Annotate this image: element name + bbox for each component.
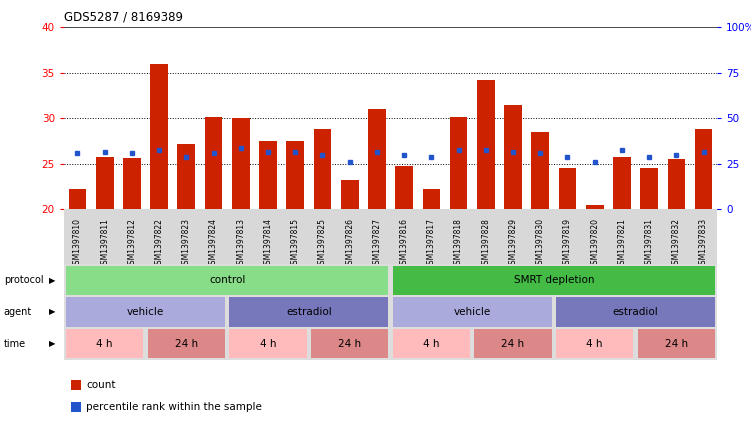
Bar [150, 64, 168, 209]
Text: ▶: ▶ [49, 276, 55, 285]
Text: GSM1397811: GSM1397811 [100, 217, 109, 269]
Text: GSM1397821: GSM1397821 [617, 217, 626, 269]
Bar [586, 205, 604, 209]
Text: ▶: ▶ [49, 339, 55, 348]
Text: 24 h: 24 h [502, 339, 525, 349]
Bar [395, 166, 413, 209]
Bar [559, 168, 576, 209]
Text: GSM1397830: GSM1397830 [535, 217, 544, 269]
Text: 24 h: 24 h [338, 339, 361, 349]
Bar [177, 144, 195, 209]
Bar [668, 159, 685, 209]
Text: ▶: ▶ [49, 308, 55, 316]
Bar [286, 141, 304, 209]
Text: 4 h: 4 h [260, 339, 276, 349]
Text: estradiol: estradiol [286, 307, 332, 317]
Text: GSM1397827: GSM1397827 [372, 217, 382, 269]
Bar [341, 180, 358, 209]
Text: GSM1397831: GSM1397831 [644, 217, 653, 269]
Text: 24 h: 24 h [175, 339, 198, 349]
Bar [450, 117, 467, 209]
Text: control: control [209, 275, 246, 285]
Text: GSM1397814: GSM1397814 [264, 217, 273, 269]
Text: GSM1397816: GSM1397816 [400, 217, 409, 269]
Text: GSM1397826: GSM1397826 [345, 217, 354, 269]
Bar [477, 80, 495, 209]
Text: vehicle: vehicle [127, 307, 164, 317]
Text: estradiol: estradiol [613, 307, 659, 317]
Text: percentile rank within the sample: percentile rank within the sample [86, 402, 262, 412]
Bar [613, 157, 631, 209]
Text: GSM1397812: GSM1397812 [128, 217, 137, 269]
Text: GSM1397832: GSM1397832 [672, 217, 681, 269]
Text: GSM1397824: GSM1397824 [209, 217, 218, 269]
Text: GSM1397822: GSM1397822 [155, 217, 164, 269]
Text: GSM1397810: GSM1397810 [73, 217, 82, 269]
Bar [123, 157, 140, 209]
Text: GSM1397818: GSM1397818 [454, 217, 463, 269]
Bar [232, 118, 249, 209]
Text: GSM1397815: GSM1397815 [291, 217, 300, 269]
Bar [68, 190, 86, 209]
Bar [205, 117, 222, 209]
Bar [504, 105, 522, 209]
Text: 4 h: 4 h [423, 339, 439, 349]
Text: GSM1397828: GSM1397828 [481, 217, 490, 269]
Text: protocol: protocol [4, 275, 44, 285]
Bar [641, 168, 658, 209]
Bar [532, 132, 549, 209]
Text: 24 h: 24 h [665, 339, 688, 349]
Text: GSM1397819: GSM1397819 [563, 217, 572, 269]
Text: count: count [86, 380, 116, 390]
Bar [259, 141, 277, 209]
Text: GSM1397820: GSM1397820 [590, 217, 599, 269]
Text: 4 h: 4 h [587, 339, 603, 349]
Text: 4 h: 4 h [96, 339, 113, 349]
Text: GSM1397813: GSM1397813 [237, 217, 246, 269]
Bar [695, 129, 713, 209]
Text: time: time [4, 339, 26, 349]
Text: agent: agent [4, 307, 32, 317]
Bar [368, 109, 386, 209]
Text: GSM1397833: GSM1397833 [699, 217, 708, 269]
Bar [314, 129, 331, 209]
Bar [96, 157, 113, 209]
Bar [423, 190, 440, 209]
Text: GSM1397829: GSM1397829 [508, 217, 517, 269]
Text: GSM1397825: GSM1397825 [318, 217, 327, 269]
Text: GSM1397817: GSM1397817 [427, 217, 436, 269]
Text: GSM1397823: GSM1397823 [182, 217, 191, 269]
Text: SMRT depletion: SMRT depletion [514, 275, 594, 285]
Text: vehicle: vehicle [454, 307, 491, 317]
Text: GDS5287 / 8169389: GDS5287 / 8169389 [64, 10, 182, 23]
